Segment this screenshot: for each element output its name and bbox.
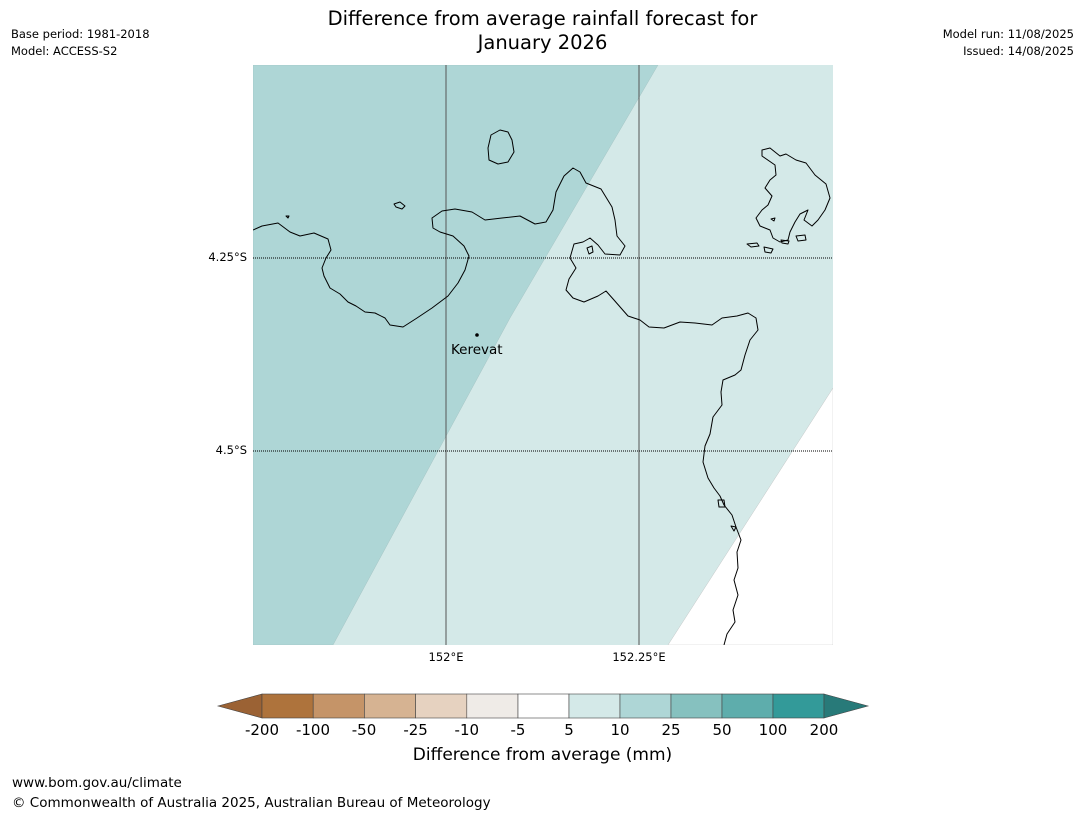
title-line-2: January 2026 — [477, 31, 608, 54]
cb-bin-1 — [261, 693, 314, 719]
cb-tick-11: 200 — [809, 721, 839, 739]
cb-tick-5: -5 — [510, 721, 526, 739]
colorbar — [216, 693, 870, 719]
rainfall-map — [253, 65, 833, 645]
title-line-1: Difference from average rainfall forecas… — [327, 7, 758, 30]
kerevat-marker — [475, 333, 479, 337]
islet-small — [393, 201, 406, 210]
cb-extend-high — [823, 693, 870, 719]
islet-east-2 — [763, 246, 774, 254]
cb-bin-7 — [568, 693, 621, 719]
cb-tick-1: -100 — [295, 721, 331, 739]
lon-label-152-25: 152.25°E — [612, 650, 666, 664]
island-top — [487, 129, 515, 165]
cb-bin-11 — [772, 693, 825, 719]
cb-bin-3 — [364, 693, 416, 719]
cb-bin-8 — [619, 693, 672, 719]
cb-tick-8: 25 — [661, 721, 681, 739]
islet-east-5 — [770, 217, 776, 222]
meta-right: Model run: 11/08/2025 Issued: 14/08/2025 — [943, 26, 1074, 60]
cb-tick-4: -10 — [454, 721, 480, 739]
coastline — [253, 129, 831, 645]
colorbar-title: Difference from average (mm) — [412, 745, 673, 765]
inlet-island — [586, 245, 594, 255]
model-text: Model: ACCESS-S2 — [11, 44, 118, 58]
base-period-text: Base period: 1981-2018 — [11, 27, 150, 41]
cb-tick-9: 50 — [712, 721, 732, 739]
model-run-text: Model run: 11/08/2025 — [942, 27, 1074, 41]
islet-east-3 — [780, 239, 790, 245]
islet-south-2 — [730, 525, 737, 532]
cb-tick-7: 10 — [610, 721, 630, 739]
zone-10-to-25 — [253, 65, 659, 645]
lon-label-152: 152°E — [428, 650, 464, 664]
cb-tick-0: -200 — [244, 721, 280, 739]
islet-dot — [285, 215, 290, 219]
cb-bin-9 — [670, 693, 723, 719]
zone-minus5-to-5 — [667, 387, 833, 645]
islet-east-4 — [795, 234, 807, 242]
place-label-kerevat: Kerevat — [451, 342, 503, 358]
cb-bin-2 — [312, 693, 365, 719]
gridlines — [253, 65, 833, 645]
islet-south — [717, 499, 726, 508]
gazelle-peninsula-coast — [253, 167, 759, 645]
lat-label-4-25: 4.25°S — [208, 250, 247, 264]
cb-tick-6: 5 — [564, 721, 574, 739]
cb-bin-10 — [721, 693, 774, 719]
issued-text: Issued: 14/08/2025 — [963, 44, 1074, 58]
meta-left: Base period: 1981-2018 Model: ACCESS-S2 — [11, 26, 150, 60]
cb-tick-10: 100 — [758, 721, 788, 739]
cb-bin-5 — [466, 693, 519, 719]
duke-of-york-islands — [755, 147, 831, 243]
cb-bin-6 — [517, 693, 570, 719]
islet-east-1 — [746, 242, 760, 248]
cb-bin-4 — [415, 693, 468, 719]
chart-title: Difference from average rainfall forecas… — [0, 7, 1085, 55]
cb-tick-3: -25 — [403, 721, 428, 739]
lat-label-4-5: 4.5°S — [215, 443, 247, 457]
cb-tick-2: -50 — [351, 721, 377, 739]
cb-extend-low — [216, 693, 263, 719]
footer-url: www.bom.gov.au/climate — [12, 775, 182, 791]
footer-copyright: © Commonwealth of Australia 2025, Austra… — [12, 795, 491, 811]
